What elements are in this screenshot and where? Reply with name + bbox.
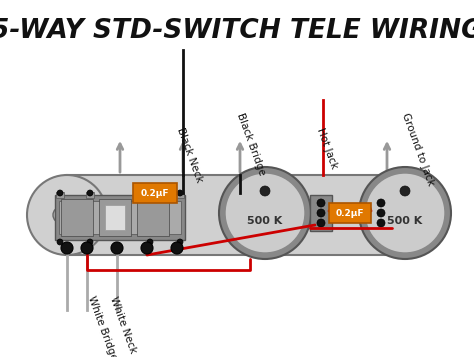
- Circle shape: [317, 209, 325, 217]
- Circle shape: [177, 190, 183, 196]
- Circle shape: [87, 190, 93, 196]
- Ellipse shape: [370, 175, 450, 255]
- Bar: [137, 199, 169, 236]
- Circle shape: [147, 190, 153, 196]
- Bar: [67, 175, 410, 255]
- Bar: [310, 195, 332, 231]
- Bar: [329, 203, 371, 223]
- Circle shape: [260, 186, 270, 196]
- Text: White Neck: White Neck: [109, 295, 138, 355]
- Circle shape: [57, 239, 63, 245]
- Circle shape: [57, 190, 63, 196]
- Bar: [55, 195, 185, 240]
- Bar: [370, 195, 392, 231]
- Text: 0.2μF: 0.2μF: [141, 188, 169, 197]
- Circle shape: [377, 199, 385, 207]
- Circle shape: [61, 242, 73, 254]
- Circle shape: [171, 242, 183, 254]
- Circle shape: [377, 219, 385, 227]
- Circle shape: [87, 239, 93, 245]
- Circle shape: [317, 219, 325, 227]
- Circle shape: [408, 207, 424, 223]
- Text: 5-WAY STD-SWITCH TELE WIRING: 5-WAY STD-SWITCH TELE WIRING: [0, 18, 474, 44]
- Bar: [56, 192, 64, 198]
- Circle shape: [141, 242, 153, 254]
- Circle shape: [58, 212, 64, 218]
- Circle shape: [177, 239, 183, 245]
- Circle shape: [81, 242, 93, 254]
- Bar: [176, 192, 184, 198]
- Bar: [86, 192, 94, 198]
- Circle shape: [53, 207, 69, 223]
- Circle shape: [400, 186, 410, 196]
- Bar: [105, 205, 125, 230]
- Bar: [133, 183, 177, 203]
- Bar: [99, 199, 131, 236]
- Circle shape: [413, 212, 419, 218]
- Text: 500 K: 500 K: [247, 216, 283, 226]
- Text: Black Bridge: Black Bridge: [235, 112, 267, 177]
- Circle shape: [111, 242, 123, 254]
- Bar: [61, 199, 93, 236]
- Circle shape: [317, 199, 325, 207]
- Text: 500 K: 500 K: [387, 216, 423, 226]
- Circle shape: [225, 173, 305, 253]
- Bar: [146, 192, 154, 198]
- Circle shape: [359, 167, 451, 259]
- Circle shape: [219, 167, 311, 259]
- Circle shape: [147, 239, 153, 245]
- Circle shape: [365, 173, 445, 253]
- Bar: [59, 201, 181, 234]
- Text: White Bridge: White Bridge: [86, 295, 118, 357]
- Text: 0.2μF: 0.2μF: [336, 208, 364, 217]
- Circle shape: [377, 209, 385, 217]
- Text: Hot Jack: Hot Jack: [315, 127, 339, 170]
- Ellipse shape: [27, 175, 107, 255]
- Text: Ground to Jack: Ground to Jack: [400, 112, 436, 187]
- Text: Black Neck: Black Neck: [175, 127, 204, 184]
